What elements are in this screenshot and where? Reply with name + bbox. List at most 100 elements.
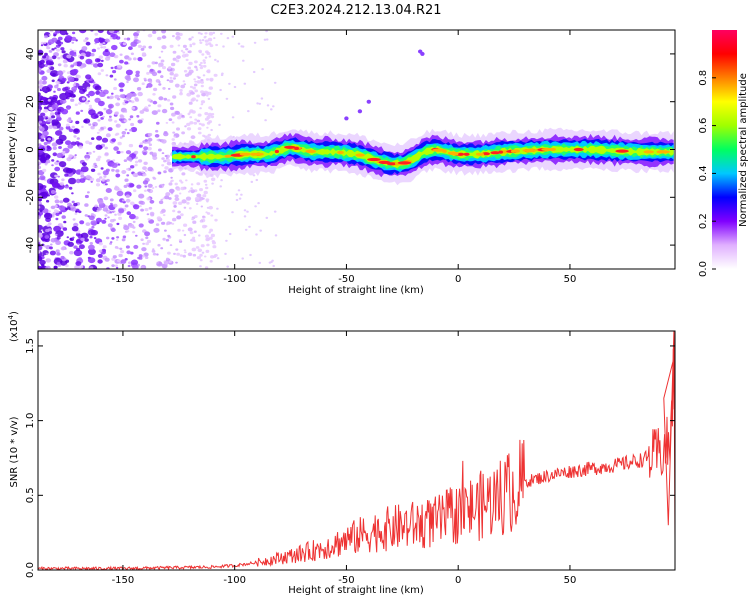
- noise-speckle: [154, 185, 158, 188]
- noise-speckle: [104, 180, 108, 183]
- noise-speckle: [172, 95, 177, 99]
- noise-speckle: [194, 60, 198, 64]
- noise-speckle: [74, 141, 80, 145]
- noise-speckle: [91, 225, 95, 229]
- noise-speckle: [176, 55, 181, 59]
- noise-speckle: [147, 146, 152, 151]
- noise-speckle: [190, 189, 196, 194]
- noise-speckle: [186, 201, 190, 205]
- noise-speckle: [64, 173, 69, 177]
- ridge-peak: [463, 152, 470, 156]
- noise-speckle: [237, 189, 241, 192]
- noise-speckle: [47, 99, 51, 102]
- noise-speckle: [149, 80, 153, 83]
- noise-speckle: [71, 125, 75, 129]
- noise-speckle: [163, 97, 168, 101]
- noise-speckle: [44, 35, 48, 39]
- noise-speckle: [204, 56, 208, 59]
- noise-speckle: [73, 249, 83, 257]
- noise-speckle: [104, 214, 108, 217]
- noise-speckle: [100, 126, 104, 130]
- noise-speckle: [95, 157, 101, 162]
- noise-speckle: [82, 88, 87, 92]
- noise-speckle: [58, 43, 62, 47]
- noise-speckle: [106, 96, 110, 99]
- noise-speckle: [48, 39, 55, 45]
- noise-speckle: [98, 55, 104, 59]
- noise-speckle: [58, 205, 65, 211]
- noise-speckle: [109, 241, 113, 244]
- noise-speckle: [202, 134, 206, 137]
- noise-speckle: [173, 252, 176, 255]
- noise-speckle: [132, 230, 136, 234]
- noise-speckle: [79, 220, 85, 225]
- noise-speckle: [79, 55, 85, 60]
- colorbar-tick-label: 0.4: [698, 165, 709, 181]
- noise-speckle: [94, 58, 101, 63]
- noise-speckle: [147, 33, 153, 38]
- snr-yscale-base: (x10: [9, 319, 20, 342]
- noise-speckle: [90, 213, 94, 216]
- noise-speckle: [44, 64, 48, 67]
- noise-speckle: [151, 61, 156, 65]
- noise-speckle: [172, 57, 177, 61]
- noise-speckle: [114, 111, 119, 116]
- noise-speckle: [263, 38, 267, 41]
- noise-speckle: [129, 213, 136, 220]
- noise-speckle: [100, 117, 104, 120]
- noise-speckle: [73, 53, 77, 57]
- noise-speckle: [59, 200, 64, 204]
- noise-speckle: [97, 155, 102, 159]
- noise-speckle: [137, 40, 142, 44]
- noise-speckle: [120, 150, 124, 154]
- noise-speckle: [162, 66, 166, 70]
- noise-speckle: [67, 202, 72, 207]
- noise-speckle: [131, 106, 136, 110]
- noise-speckle: [205, 249, 210, 253]
- noise-speckle: [127, 264, 131, 268]
- noise-speckle: [147, 166, 153, 172]
- noise-speckle: [100, 167, 104, 170]
- snr-y-tick-label: 1.0: [25, 413, 36, 429]
- noise-speckle: [183, 249, 187, 252]
- noise-speckle: [97, 62, 104, 68]
- noise-speckle: [121, 170, 127, 174]
- ridge-peak: [513, 149, 520, 153]
- noise-speckle: [171, 138, 175, 141]
- noise-speckle: [195, 68, 199, 71]
- noise-speckle: [114, 264, 118, 268]
- noise-speckle: [60, 246, 66, 251]
- snr-yscale-exponent: 4: [7, 314, 15, 319]
- noise-speckle: [241, 45, 245, 48]
- noise-speckle: [104, 257, 110, 262]
- noise-speckle: [197, 113, 202, 117]
- noise-speckle: [111, 168, 115, 172]
- noise-speckle: [109, 198, 114, 202]
- noise-speckle: [62, 150, 66, 154]
- noise-speckle: [42, 130, 49, 136]
- noise-speckle: [41, 97, 46, 101]
- noise-speckle: [147, 132, 153, 137]
- noise-speckle: [51, 48, 55, 51]
- noise-speckle: [84, 80, 87, 83]
- noise-speckle: [219, 88, 222, 92]
- noise-speckle: [192, 220, 197, 224]
- noise-speckle: [126, 174, 130, 177]
- noise-speckle: [75, 261, 82, 266]
- noise-speckle: [43, 106, 48, 110]
- noise-speckle: [67, 144, 74, 149]
- noise-speckle: [58, 161, 67, 168]
- noise-speckle: [199, 66, 204, 70]
- noise-speckle: [51, 119, 60, 126]
- noise-speckle: [95, 178, 101, 183]
- ridge-peak: [573, 147, 584, 152]
- noise-speckle: [214, 58, 217, 62]
- noise-speckle: [147, 218, 151, 221]
- noise-speckle: [136, 115, 140, 118]
- noise-speckle: [254, 205, 257, 208]
- noise-speckle: [206, 94, 209, 97]
- noise-speckle: [199, 265, 202, 268]
- noise-speckle: [68, 186, 73, 190]
- noise-speckle: [55, 240, 61, 245]
- noise-speckle: [84, 154, 91, 160]
